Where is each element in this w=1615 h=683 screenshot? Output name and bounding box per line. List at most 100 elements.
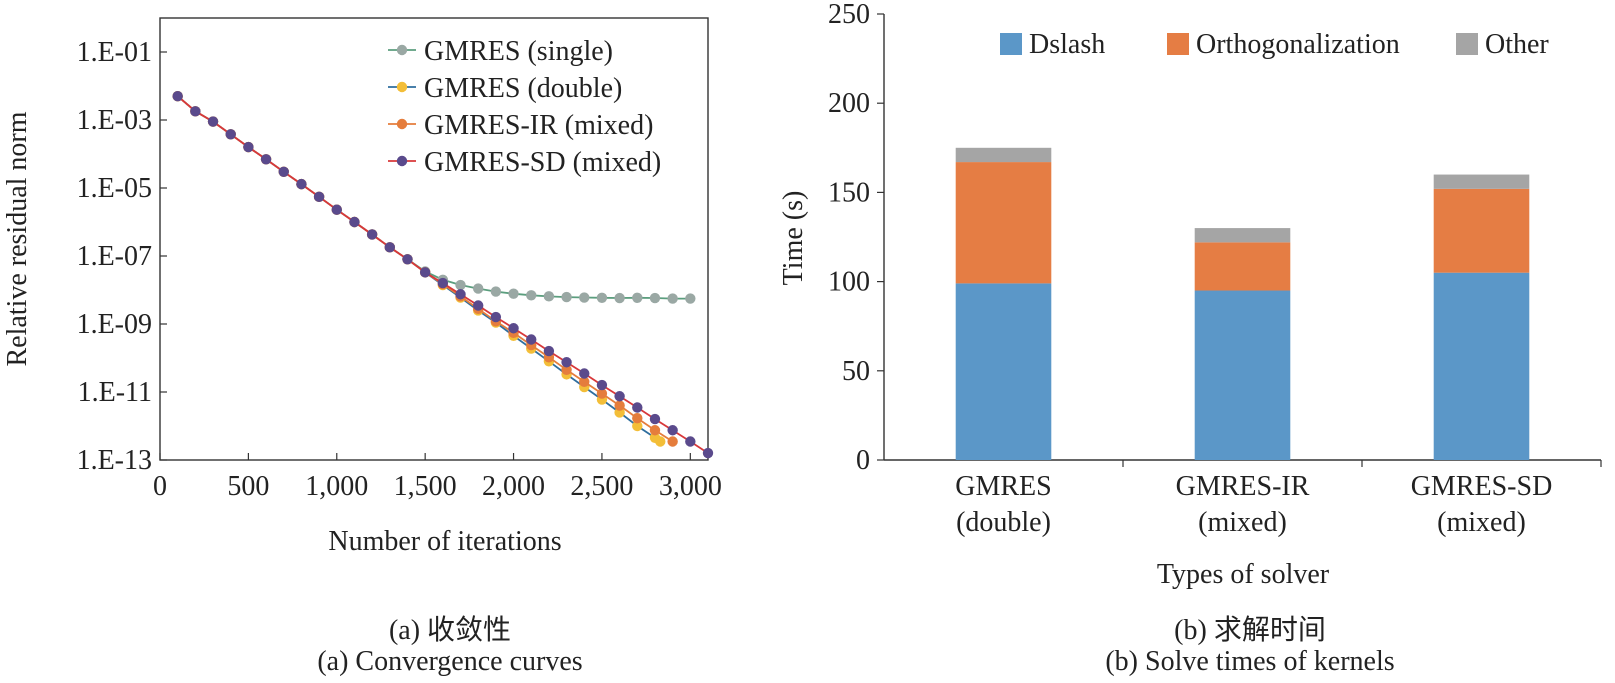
time-bars [955,147,1530,460]
series-point-gmres-sd-mixed [260,154,272,165]
series-point-gmres-single [649,292,661,304]
series-point-gmres-ir-mixed [667,436,678,447]
convergence-chart: 0 500 1,000 1,500 2,000 2,500 3,000 1.E-131.E-… [2,17,722,557]
convergence-y-tick-label: 1.E-01 [77,37,152,68]
convergence-y-axis-label: Relative residual norm [2,111,33,366]
convergence-x-tick-label: 2,000 [482,471,545,502]
convergence-series [172,91,714,459]
series-point-gmres-sd-mixed [313,191,325,203]
series-point-gmres-single [508,288,519,299]
bar-dslash-gmres-sd-mixed [1433,272,1530,460]
legend-marker-gmres-double [396,81,408,93]
time-x-ticks: GMRES (double) GMRES-IR (mixed) GMRES-SD (mix… [955,460,1602,538]
legend-label-orthogonalization: Orthogonalization [1196,29,1400,60]
series-point-gmres-sd-mixed [614,391,625,402]
series-point-gmres-sd-mixed [667,425,678,436]
series-point-gmres-sd-mixed [543,345,555,357]
series-point-gmres-sd-mixed [207,116,219,127]
convergence-y-tick-label: 1.E-11 [78,377,152,408]
series-point-gmres-sd-mixed [472,300,484,311]
series-point-gmres-single [472,283,484,294]
time-x-tick-label: (mixed) [1198,507,1287,538]
convergence-y-tick-label: 1.E-13 [77,445,152,476]
series-point-gmres-ir-mixed [632,412,643,424]
convergence-x-tick-label: 0 [153,471,167,502]
series-point-gmres-sd-mixed [349,216,360,228]
legend-marker-gmres-single [396,44,408,56]
series-point-gmres-double [655,436,666,447]
time-y-tick-label: 200 [828,88,870,119]
time-x-tick-label: (mixed) [1437,507,1526,538]
time-y-tick-label: 0 [856,445,870,476]
series-point-gmres-sd-mixed [296,178,307,190]
series-point-gmres-sd-mixed [685,436,696,447]
series-point-gmres-ir-mixed [596,388,608,399]
series-point-gmres-sd-mixed [366,229,378,240]
time-x-axis-label: Types of solver [1157,559,1330,590]
legend-marker-gmres-sd-mixed [396,155,408,167]
series-point-gmres-sd-mixed [243,141,254,153]
series-point-gmres-single [614,292,625,304]
legend-swatch-orthogonalization [1167,33,1189,55]
time-x-tick-label: GMRES [955,471,1051,502]
time-y-tick-label: 250 [828,0,870,30]
series-point-gmres-ir-mixed [614,400,625,411]
series-point-gmres-sd-mixed [561,357,572,368]
series-point-gmres-sd-mixed [172,91,183,102]
series-point-gmres-sd-mixed [402,254,413,265]
series-point-gmres-single [543,291,555,302]
series-point-gmres-sd-mixed [702,447,714,459]
series-point-gmres-ir-mixed [579,376,590,387]
legend-swatch-other [1456,33,1478,55]
convergence-x-tick-label: 1,500 [394,471,457,502]
series-point-gmres-sd-mixed [225,129,236,140]
series-point-gmres-sd-mixed [437,277,449,289]
convergence-x-ticks: 0 500 1,000 1,500 2,000 2,500 3,000 [153,453,722,502]
series-point-gmres-sd-mixed [331,204,342,215]
caption-right-chinese: (b) 求解时间 [1174,615,1326,646]
series-gmres-sd-mixed [172,91,714,459]
legend-label-gmres-ir-mixed: GMRES-IR (mixed) [424,110,653,141]
legend-label-gmres-sd-mixed: GMRES-SD (mixed) [424,147,661,178]
bar-orthogonalization-gmres-ir-mixed [1194,242,1291,291]
time-x-tick-label: GMRES-IR [1176,471,1310,502]
bar-other-gmres-double [955,147,1052,163]
time-legend: Dslash Orthogonalization Other [1000,29,1549,60]
caption-right-english: (b) Solve times of kernels [1105,646,1395,677]
series-point-gmres-single [455,279,466,291]
series-point-gmres-sd-mixed [526,334,537,345]
series-point-gmres-single [667,293,678,304]
series-point-gmres-ir-mixed [649,425,661,436]
time-x-tick-label: (double) [956,507,1051,538]
convergence-legend: GMRES (single) GMRES (double) GMRES-IR (mi… [388,36,661,178]
legend-label-gmres-double: GMRES (double) [424,73,622,104]
time-y-tick-label: 150 [828,177,870,208]
bar-orthogonalization-gmres-sd-mixed [1433,188,1530,273]
series-point-gmres-sd-mixed [278,166,289,177]
series-point-gmres-single [579,292,590,303]
series-point-gmres-single [596,292,608,303]
time-x-tick-label: GMRES-SD [1411,471,1553,502]
bar-dslash-gmres-ir-mixed [1194,290,1291,460]
series-point-gmres-sd-mixed [632,402,643,413]
bar-other-gmres-sd-mixed [1433,174,1530,189]
series-point-gmres-sd-mixed [419,267,431,278]
convergence-x-tick-label: 500 [227,471,269,502]
series-point-gmres-single [632,292,643,303]
series-point-gmres-sd-mixed [508,323,519,334]
caption-left-chinese: (a) 收敛性 [388,615,512,646]
caption-left-english: (a) Convergence curves [317,646,583,677]
convergence-y-tick-label: 1.E-07 [77,241,152,272]
series-point-gmres-double [632,420,643,432]
convergence-y-tick-label: 1.E-09 [77,309,152,340]
series-point-gmres-sd-mixed [490,311,502,323]
series-point-gmres-single [685,293,696,304]
legend-label-dslash: Dslash [1029,29,1105,60]
convergence-x-tick-label: 1,000 [305,471,368,502]
series-point-gmres-sd-mixed [649,413,661,425]
convergence-y-ticks: 1.E-13 1.E-11 1.E-09 1.E-07 1.E-05 1.E-03 1.E-… [77,37,167,476]
series-point-gmres-sd-mixed [455,289,466,300]
time-y-tick-label: 50 [842,356,870,387]
legend-label-gmres-single: GMRES (single) [424,36,613,67]
time-y-tick-label: 100 [828,267,870,298]
